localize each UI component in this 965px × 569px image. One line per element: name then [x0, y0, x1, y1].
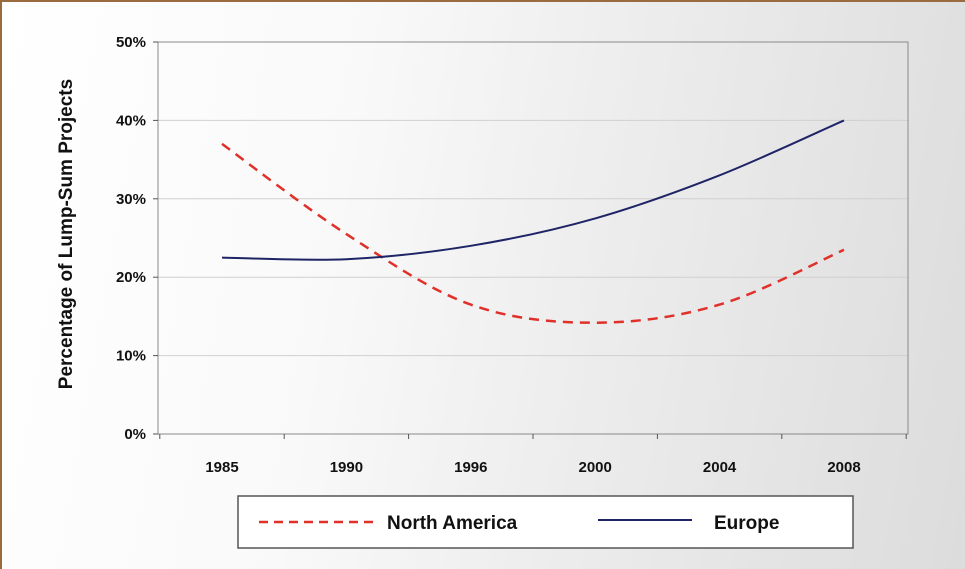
- plot-area: [157, 41, 909, 435]
- x-tick-label: 2004: [703, 459, 737, 476]
- x-axis: 1985 1990 1996 2000 2004 2008: [159, 434, 907, 476]
- y-tick-label: 30%: [116, 191, 146, 208]
- y-axis: 0% 10% 20% 30% 40% 50%: [116, 34, 158, 443]
- y-tick-label: 50%: [116, 34, 146, 51]
- gridlines: [158, 119, 908, 357]
- x-tick-label: 1985: [205, 459, 238, 476]
- series-lines: [221, 119, 845, 324]
- legend-label-north-america: North America: [387, 513, 518, 534]
- series-line-europe: [221, 119, 845, 261]
- y-tick-label: 0%: [124, 426, 146, 443]
- y-tick-label: 10%: [116, 348, 146, 365]
- legend: North America Europe: [237, 495, 854, 549]
- x-tick-label: 2008: [827, 459, 860, 476]
- x-tick-label: 1996: [454, 459, 487, 476]
- series-line-north-america: [221, 142, 845, 324]
- y-tick-label: 40%: [116, 112, 146, 129]
- x-tick-label: 1990: [330, 459, 363, 476]
- y-tick-label: 20%: [116, 269, 146, 286]
- legend-label-europe: Europe: [714, 513, 779, 534]
- y-axis-title: Percentage of Lump-Sum Projects: [56, 79, 77, 389]
- x-tick-label: 2000: [579, 459, 612, 476]
